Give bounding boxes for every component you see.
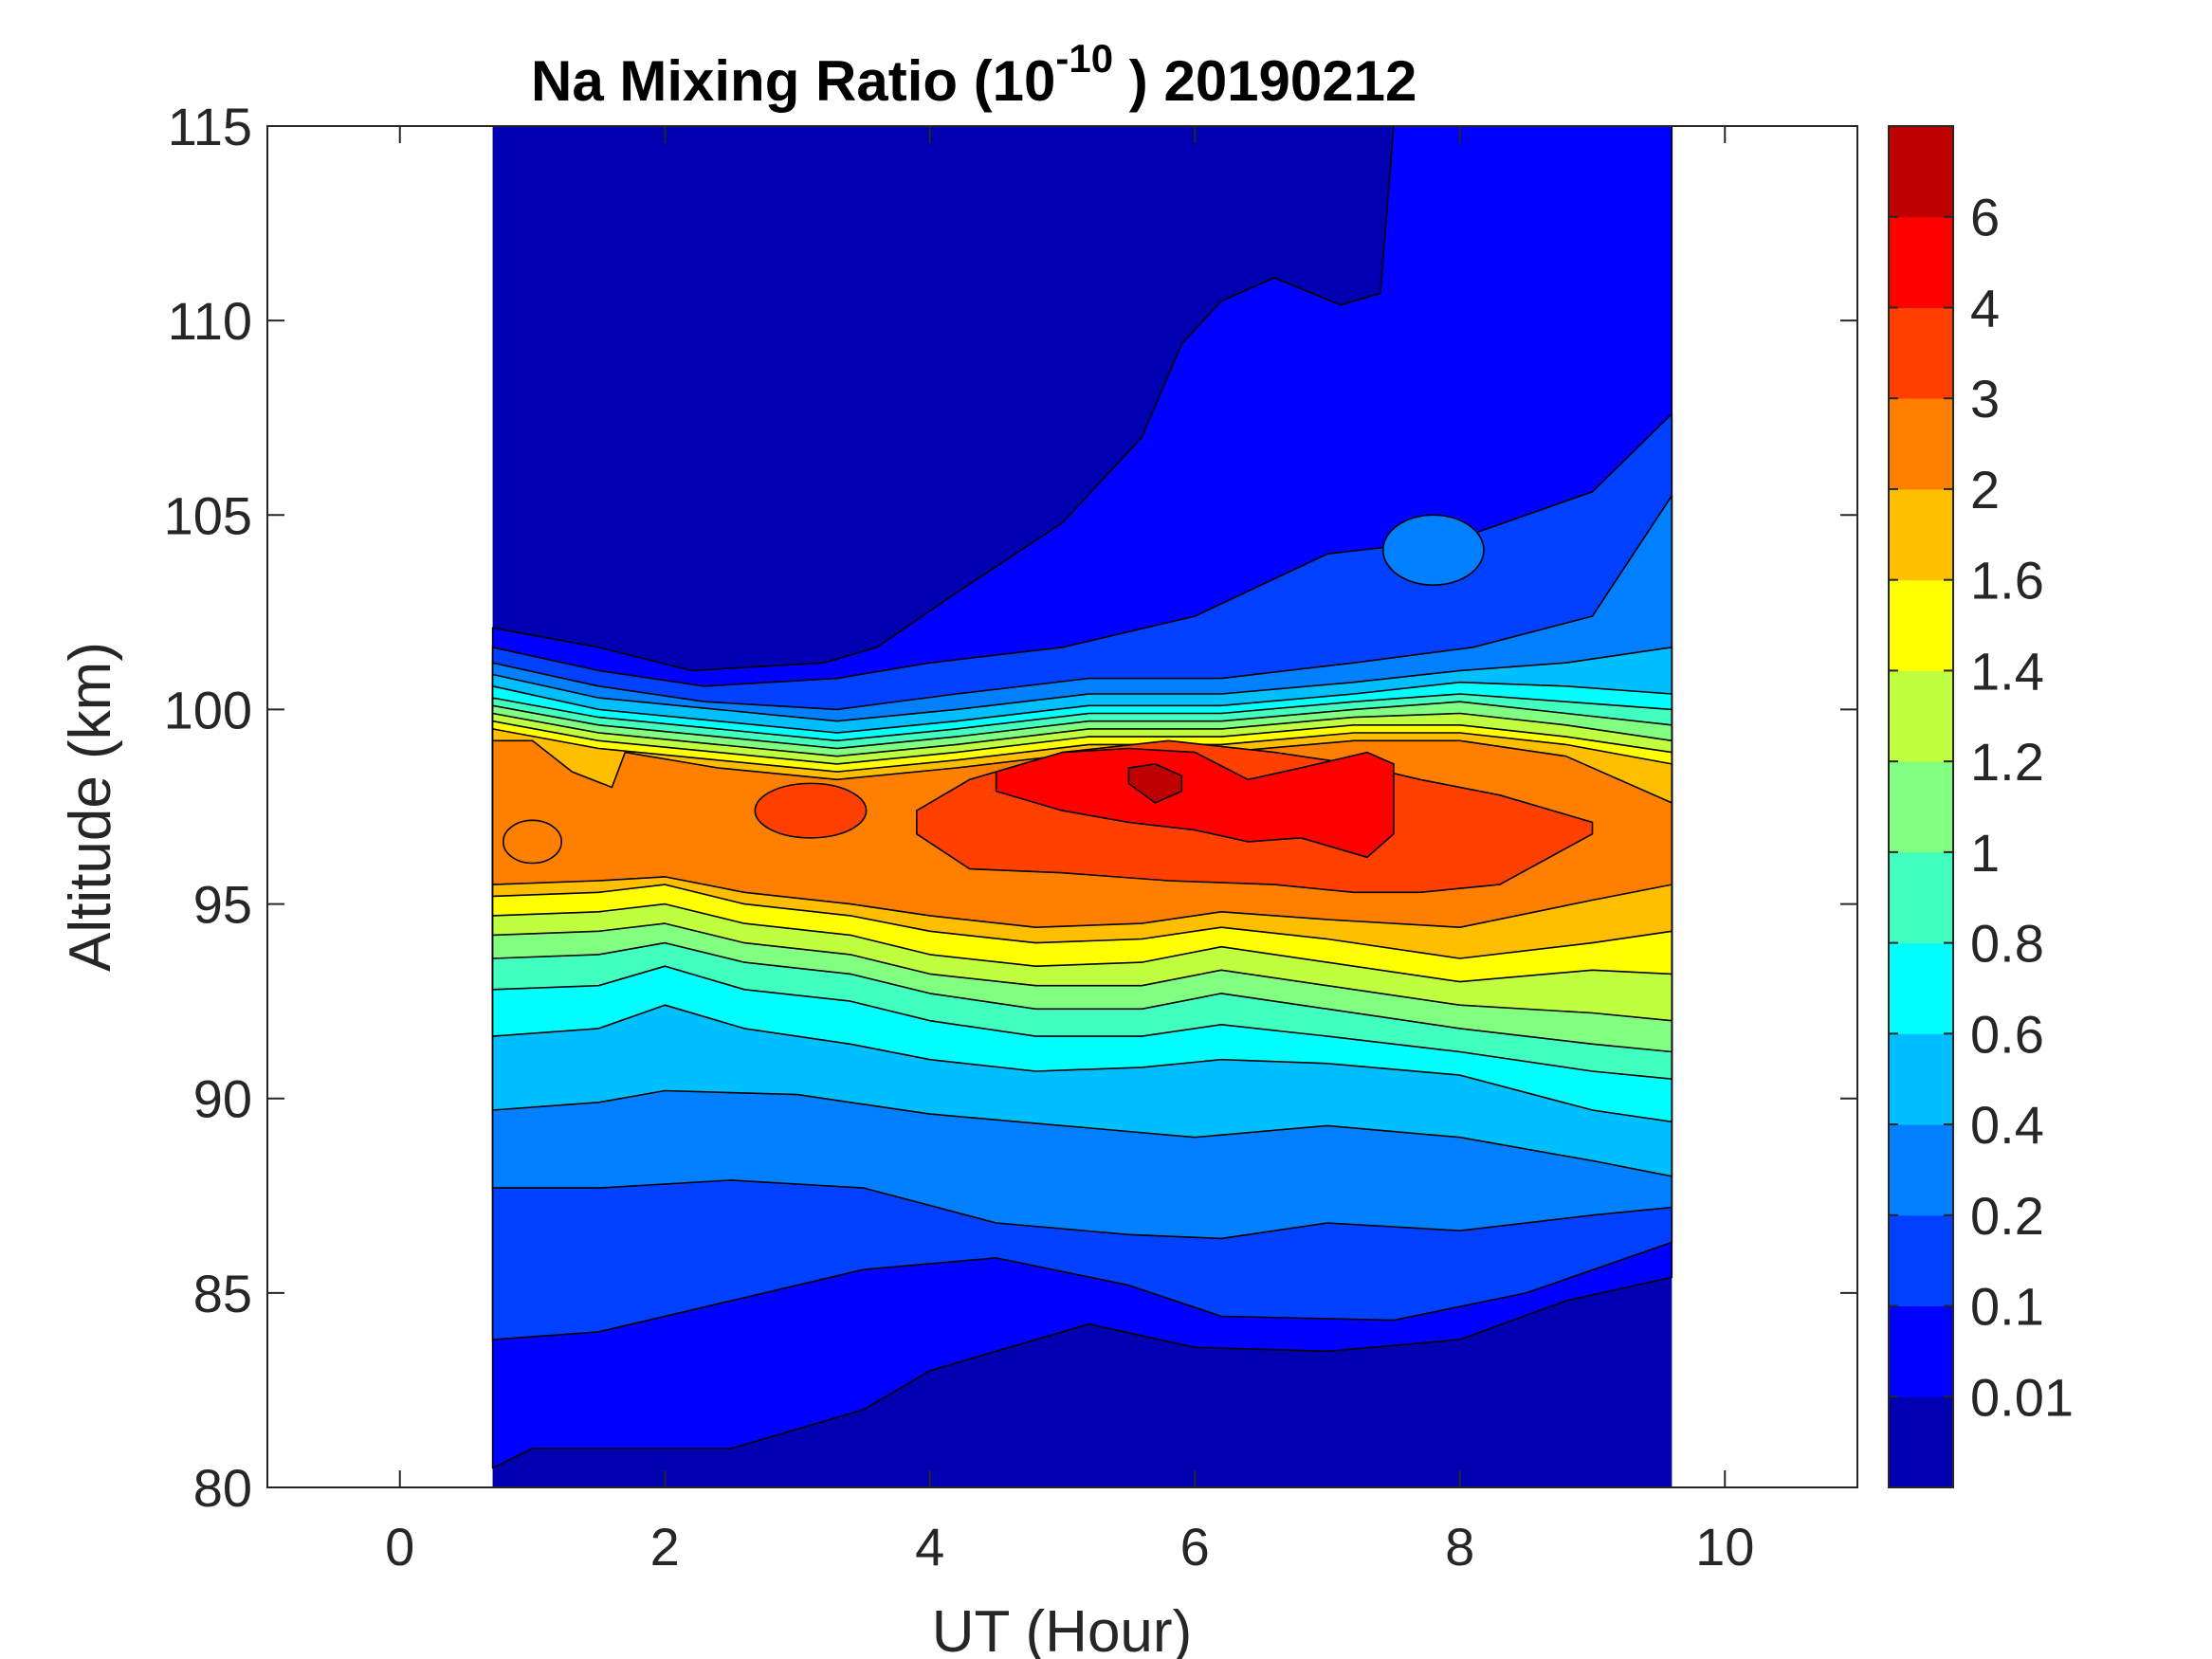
colorbar-tick-label: 4 — [1970, 278, 2000, 337]
contour-band-6 — [1127, 763, 1183, 804]
x-axis-label: UT (Hour) — [932, 1599, 1192, 1659]
colorbar-tick-label: 0.1 — [1970, 1277, 2044, 1337]
contour-island-0 — [502, 819, 563, 865]
y-tick-label: 90 — [193, 1069, 252, 1129]
contour-band-4 — [995, 747, 1395, 859]
colorbar-frame — [1888, 125, 1954, 1488]
colorbar-tick-label: 0.6 — [1970, 1004, 2044, 1064]
colorbar-segment — [1889, 488, 1953, 581]
colorbar-segment — [1889, 1033, 1953, 1125]
colorbar-segment — [1889, 851, 1953, 944]
y-tick-label: 80 — [193, 1458, 252, 1518]
x-tick-label: 6 — [1180, 1517, 1210, 1577]
colorbar-tick-label: 0.8 — [1970, 914, 2044, 974]
colorbar-tick-label: 0.01 — [1970, 1367, 2074, 1427]
x-tick-label: 10 — [1695, 1517, 1754, 1577]
contour-island-2 — [1381, 514, 1485, 586]
colorbar-segment — [1889, 1305, 1953, 1397]
colorbar-segment — [1889, 942, 1953, 1034]
y-tick-label: 95 — [193, 875, 252, 935]
x-tick-label: 2 — [650, 1517, 680, 1577]
y-tick-label: 105 — [164, 485, 252, 545]
colorbar-tick-label: 6 — [1970, 188, 2000, 247]
colorbar-segment — [1889, 216, 1953, 308]
colorbar-tick-label: 1.4 — [1970, 641, 2044, 701]
y-tick-label: 115 — [168, 97, 252, 156]
y-tick-label: 85 — [193, 1264, 252, 1323]
x-tick-label: 0 — [385, 1517, 414, 1577]
contour-island-1 — [754, 782, 868, 839]
colorbar-tick-label: 2 — [1970, 460, 2000, 520]
colorbar-segment — [1889, 307, 1953, 399]
colorbar-tick-label: 0.4 — [1970, 1095, 2044, 1155]
colorbar-segment — [1889, 1124, 1953, 1216]
y-tick-label: 110 — [168, 291, 252, 351]
colorbar-tick-label: 0.2 — [1970, 1186, 2044, 1246]
colorbar-tick-label: 1.2 — [1970, 732, 2044, 792]
x-tick-label: 8 — [1445, 1517, 1474, 1577]
colorbar-segment — [1889, 398, 1953, 490]
colorbar-segment — [1889, 126, 1953, 218]
y-axis-label: Altitude (km) — [58, 642, 123, 972]
colorbar-tick-label: 1 — [1970, 823, 2000, 883]
colorbar-segment — [1889, 761, 1953, 853]
colorbar-segment — [1889, 579, 1953, 671]
colorbar-segment — [1889, 670, 1953, 762]
colorbar-tick-label: 3 — [1970, 369, 2000, 428]
colorbar-segment — [1889, 1214, 1953, 1307]
colorbar-segment — [1889, 1396, 1953, 1488]
colorbar-tick-label: 1.6 — [1970, 551, 2044, 611]
x-tick-label: 4 — [915, 1517, 944, 1577]
chart-title: Na Mixing Ratio (10-10 ) 20190212 — [531, 36, 1417, 113]
y-tick-label: 100 — [164, 680, 252, 739]
plot-frame — [266, 125, 1858, 1488]
